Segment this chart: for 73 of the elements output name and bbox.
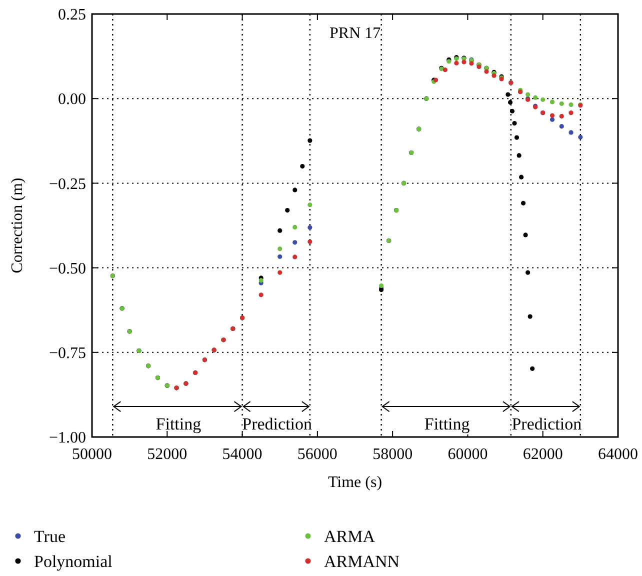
point bbox=[292, 254, 298, 260]
point bbox=[510, 108, 515, 114]
point bbox=[578, 134, 583, 140]
point bbox=[462, 60, 466, 64]
x-axis-title: Time (s) bbox=[328, 474, 382, 491]
legend-label: True bbox=[34, 526, 66, 546]
point bbox=[292, 224, 298, 230]
annotation: Prediction bbox=[512, 414, 582, 434]
point bbox=[533, 95, 538, 100]
point bbox=[278, 254, 282, 259]
point bbox=[568, 130, 574, 135]
point bbox=[258, 278, 264, 283]
y-tick-label: 0.25 bbox=[58, 6, 86, 24]
point bbox=[484, 69, 489, 74]
annotation: Fitting bbox=[424, 414, 470, 434]
x-tick-label: 54000 bbox=[222, 446, 262, 463]
point bbox=[278, 246, 282, 252]
point bbox=[550, 100, 555, 104]
point bbox=[469, 61, 474, 66]
point bbox=[308, 239, 312, 244]
y-tick-label: −1.00 bbox=[48, 430, 86, 447]
point bbox=[292, 188, 298, 192]
point bbox=[308, 225, 312, 230]
annotation: Prediction bbox=[242, 414, 313, 434]
y-tick-label: 0.00 bbox=[58, 91, 86, 108]
point bbox=[292, 240, 298, 245]
legend-label: ARMANN bbox=[324, 552, 400, 571]
point bbox=[506, 92, 510, 97]
point bbox=[520, 200, 526, 206]
point bbox=[300, 164, 305, 169]
point bbox=[308, 202, 312, 208]
legend-label: ARMA bbox=[324, 526, 376, 546]
annotation: PRN 17 bbox=[329, 25, 381, 42]
point bbox=[528, 314, 532, 319]
x-tick-label: 50000 bbox=[72, 446, 112, 463]
point bbox=[508, 100, 513, 105]
y-tick-label: −0.75 bbox=[48, 345, 86, 362]
point bbox=[512, 121, 517, 126]
point bbox=[550, 117, 555, 122]
x-tick-label: 60000 bbox=[448, 446, 488, 463]
point bbox=[514, 135, 520, 140]
point bbox=[516, 153, 522, 158]
point bbox=[559, 101, 564, 106]
point bbox=[492, 73, 496, 78]
point bbox=[540, 97, 546, 102]
point bbox=[559, 114, 564, 118]
point bbox=[523, 232, 528, 238]
point bbox=[526, 92, 530, 97]
x-tick-label: 62000 bbox=[522, 446, 563, 463]
point bbox=[278, 228, 282, 233]
x-tick-label: 64000 bbox=[598, 446, 638, 463]
point bbox=[308, 138, 312, 143]
y-tick-label: −0.25 bbox=[48, 176, 86, 193]
point bbox=[550, 113, 555, 118]
point bbox=[530, 366, 535, 371]
point bbox=[519, 174, 524, 180]
legend-label: Polynomial bbox=[34, 552, 113, 571]
point bbox=[278, 270, 282, 275]
point bbox=[454, 60, 459, 66]
point bbox=[559, 124, 564, 129]
point bbox=[568, 102, 574, 107]
x-tick-label: 56000 bbox=[297, 446, 338, 463]
point bbox=[285, 208, 290, 213]
point bbox=[568, 110, 574, 116]
annotation: Fitting bbox=[156, 414, 202, 434]
point bbox=[258, 292, 264, 298]
y-axis-title: Correction (m) bbox=[9, 178, 26, 274]
y-tick-label: −0.50 bbox=[48, 260, 86, 278]
point bbox=[442, 68, 448, 72]
point bbox=[526, 270, 530, 275]
point bbox=[379, 283, 384, 288]
x-tick-label: 52000 bbox=[147, 446, 188, 463]
x-tick-label: 58000 bbox=[372, 446, 413, 463]
